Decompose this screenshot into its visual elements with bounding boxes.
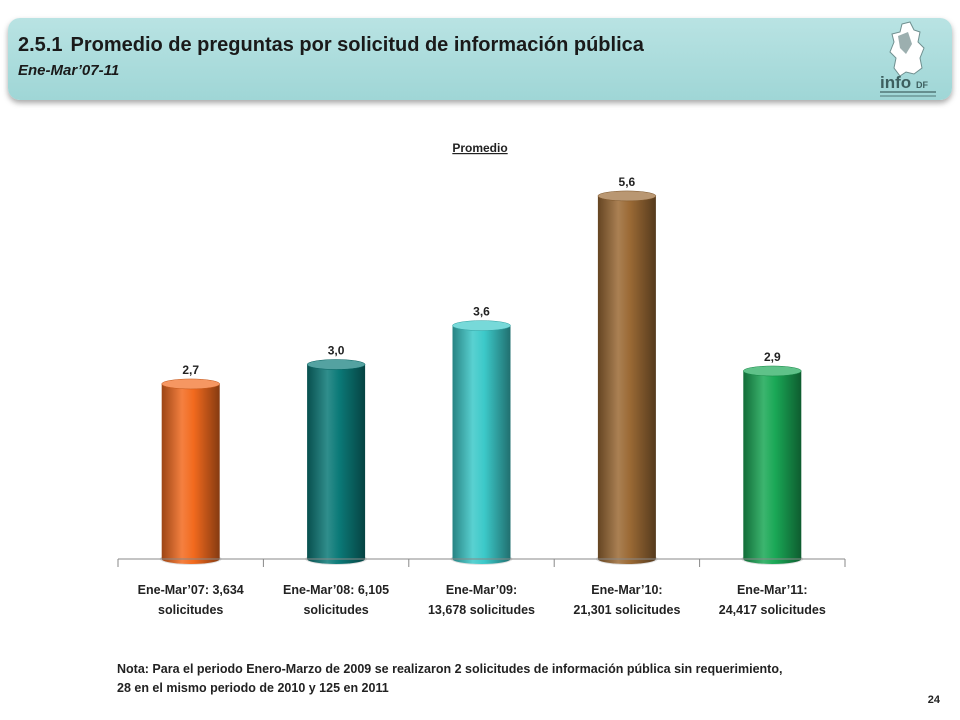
category-label: Ene-Mar’09: [446, 583, 517, 597]
page-number: 24 [927, 694, 940, 706]
bar-cap [597, 190, 657, 202]
category-label: Ene-Mar’10: [591, 583, 662, 597]
bar-cap [161, 378, 220, 390]
page-subtitle: Ene-Mar’07-11 [18, 62, 120, 79]
value-label: 3,6 [473, 305, 490, 319]
bar-cap [743, 365, 802, 377]
category-label: Ene-Mar’11: [737, 583, 808, 597]
info-df-logo: info DF [880, 21, 936, 97]
bar-2 [305, 359, 368, 565]
title-banner: 2.5.1 Promedio de preguntas por solicitud… [8, 18, 952, 100]
footnote-line-2: 28 en el mismo periodo de 2010 y 125 en … [117, 681, 389, 695]
footnote-line-1: Nota: Para el periodo Enero-Marzo de 200… [117, 662, 783, 676]
bar-4 [595, 190, 658, 565]
bar-body [743, 370, 802, 564]
value-label: 5,6 [619, 175, 636, 189]
category-label: 21,301 solicitudes [573, 603, 680, 617]
bar-body [597, 195, 656, 564]
bar-cap [452, 320, 511, 331]
chart-title: Promedio [452, 141, 507, 155]
title-text: Promedio de preguntas por solicitud de i… [70, 34, 644, 56]
bar-body [307, 364, 366, 564]
footnote: Nota: Para el periodo Enero-Marzo de 200… [117, 660, 897, 698]
bar-body [452, 325, 511, 564]
value-label: 3,0 [328, 344, 345, 358]
value-label: 2,7 [182, 363, 199, 377]
logo-suffix: DF [916, 80, 928, 90]
category-label: Ene-Mar’08: 6,105 [283, 583, 389, 597]
bar-5 [741, 365, 804, 565]
bar-cap [306, 359, 366, 370]
category-label: solicitudes [303, 603, 368, 617]
category-label: Ene-Mar’07: 3,634 [138, 583, 244, 597]
bar-3 [450, 320, 513, 565]
page-title: 2.5.1 Promedio de preguntas por solicitud… [18, 34, 644, 57]
section-number: 2.5.1 [18, 34, 63, 56]
category-label: solicitudes [158, 603, 223, 617]
value-label: 2,9 [764, 350, 781, 364]
category-label: 24,417 solicitudes [719, 603, 826, 617]
category-label: 13,678 solicitudes [428, 603, 535, 617]
logo-text: info [880, 73, 911, 92]
bar-body [161, 383, 220, 564]
bar-1 [159, 378, 222, 565]
